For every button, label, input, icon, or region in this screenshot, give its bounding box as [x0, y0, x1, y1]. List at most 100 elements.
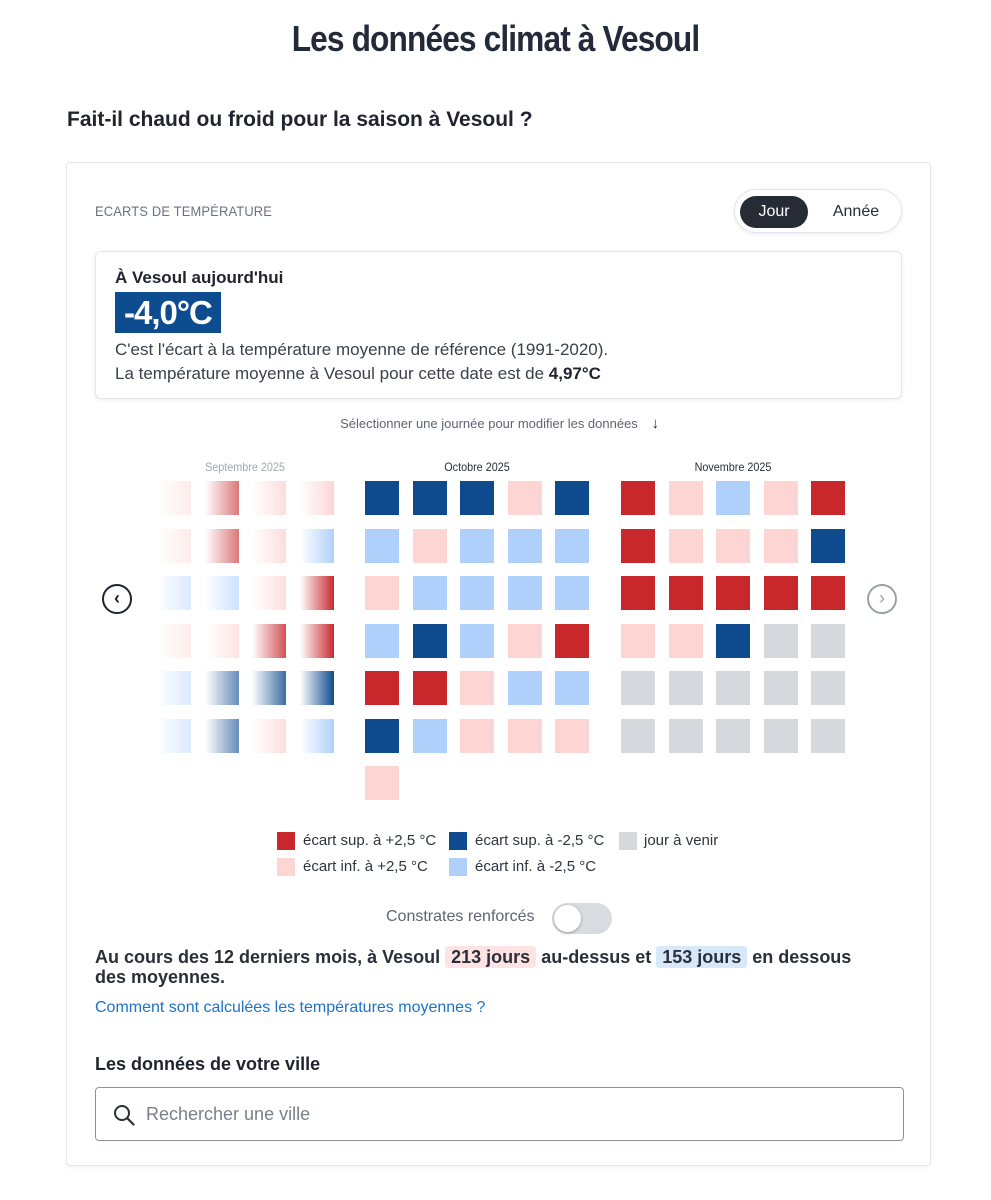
day-cell[interactable] [507, 576, 542, 610]
day-cell[interactable] [507, 481, 542, 515]
day-cell[interactable] [668, 623, 703, 658]
legend-swatch-hot-strong [277, 832, 295, 850]
day-cell [668, 671, 703, 705]
today-panel: À Vesoul aujourd'hui -4,0°C C'est l'écar… [95, 251, 902, 399]
day-cell[interactable] [157, 528, 191, 563]
day-cell[interactable] [252, 528, 286, 563]
day-cell[interactable] [365, 576, 399, 610]
day-cell[interactable] [252, 481, 286, 515]
day-cell[interactable] [365, 766, 399, 800]
search-icon [114, 1105, 135, 1126]
methodology-link[interactable]: Comment sont calculées les températures … [95, 999, 486, 1016]
day-cell[interactable] [668, 528, 703, 563]
day-cell[interactable] [460, 576, 494, 610]
summary-prefix: Au cours des 12 derniers mois, à Vesoul [95, 947, 446, 967]
city-data-title: Les données de votre ville [95, 1054, 321, 1074]
day-cell[interactable] [204, 623, 239, 658]
city-search-input[interactable] [146, 1089, 886, 1139]
day-cell[interactable] [412, 718, 447, 753]
day-cell[interactable] [204, 528, 239, 563]
day-cell[interactable] [716, 481, 750, 515]
day-cell[interactable] [204, 576, 239, 610]
day-cell[interactable] [204, 671, 239, 705]
day-cell[interactable] [204, 718, 239, 753]
chevron-right-icon[interactable]: › [867, 584, 897, 614]
day-cell [811, 671, 845, 705]
month-label: Septembre 2025 [205, 460, 285, 474]
day-cell[interactable] [621, 576, 655, 610]
day-cell[interactable] [299, 481, 334, 515]
toggle-year-button[interactable]: Année [832, 203, 880, 220]
day-cell[interactable] [252, 576, 286, 610]
today-deviation-value: -4,0°C [115, 292, 221, 333]
day-cell[interactable] [252, 671, 286, 705]
yearly-summary: Au cours des 12 derniers mois, à Vesoul … [95, 946, 875, 987]
day-cell[interactable] [412, 576, 447, 610]
day-cell[interactable] [507, 528, 542, 563]
day-cell[interactable] [412, 671, 447, 705]
day-cell[interactable] [299, 576, 334, 610]
day-cell[interactable] [763, 576, 798, 610]
day-cell[interactable] [299, 528, 334, 563]
day-cell[interactable] [811, 481, 845, 515]
day-cell[interactable] [621, 623, 655, 658]
day-cell[interactable] [157, 671, 191, 705]
day-cell[interactable] [299, 623, 334, 658]
day-cell[interactable] [365, 671, 399, 705]
section-title: Fait-il chaud ou froid pour la saison à … [67, 108, 533, 131]
day-cell[interactable] [555, 623, 589, 658]
day-cell[interactable] [365, 481, 399, 515]
day-cell[interactable] [252, 623, 286, 658]
day-cell[interactable] [365, 528, 399, 563]
day-cell[interactable] [555, 671, 589, 705]
day-cell[interactable] [299, 671, 334, 705]
chevron-left-icon[interactable]: ‹ [102, 584, 132, 614]
day-cell[interactable] [555, 576, 589, 610]
day-cell[interactable] [507, 718, 542, 753]
arrow-down-icon: ↓ [651, 415, 659, 432]
day-cell[interactable] [157, 718, 191, 753]
day-cell[interactable] [252, 718, 286, 753]
summary-middle: au-dessus et [536, 947, 657, 967]
day-cell[interactable] [365, 718, 399, 753]
day-cell[interactable] [299, 718, 334, 753]
city-search-box [95, 1087, 904, 1141]
day-cell[interactable] [507, 623, 542, 658]
day-cell[interactable] [460, 718, 494, 753]
day-cell[interactable] [621, 481, 655, 515]
day-cell[interactable] [811, 528, 845, 563]
day-cell[interactable] [507, 671, 542, 705]
toggle-day-button[interactable]: Jour [740, 196, 808, 228]
day-cell[interactable] [460, 528, 494, 563]
day-cell[interactable] [716, 576, 750, 610]
day-cell[interactable] [157, 623, 191, 658]
day-cell[interactable] [365, 623, 399, 658]
day-cell[interactable] [555, 718, 589, 753]
legend-swatch-future [619, 832, 637, 850]
legend-swatch-cold-weak [449, 858, 467, 876]
contrast-toggle[interactable] [552, 903, 612, 934]
day-cell[interactable] [555, 481, 589, 515]
day-cell[interactable] [555, 528, 589, 563]
day-cell[interactable] [668, 576, 703, 610]
day-cell[interactable] [763, 481, 798, 515]
day-cell[interactable] [157, 576, 191, 610]
day-cell[interactable] [412, 528, 447, 563]
day-cell[interactable] [412, 481, 447, 515]
day-cell[interactable] [811, 576, 845, 610]
day-cell[interactable] [716, 623, 750, 658]
day-cell[interactable] [716, 528, 750, 563]
day-cell[interactable] [460, 481, 494, 515]
day-cell[interactable] [412, 623, 447, 658]
day-cell[interactable] [460, 671, 494, 705]
day-cell[interactable] [204, 481, 239, 515]
summary-suffix: en dessous des moyennes. [95, 947, 852, 987]
day-cell[interactable] [668, 481, 703, 515]
legend-hot-weak: écart inf. à +2,5 °C [303, 858, 428, 875]
day-cell [811, 718, 845, 753]
day-cell[interactable] [621, 528, 655, 563]
day-cell[interactable] [157, 481, 191, 515]
day-cell[interactable] [763, 528, 798, 563]
day-cell[interactable] [460, 623, 494, 658]
day-cell [621, 718, 655, 753]
